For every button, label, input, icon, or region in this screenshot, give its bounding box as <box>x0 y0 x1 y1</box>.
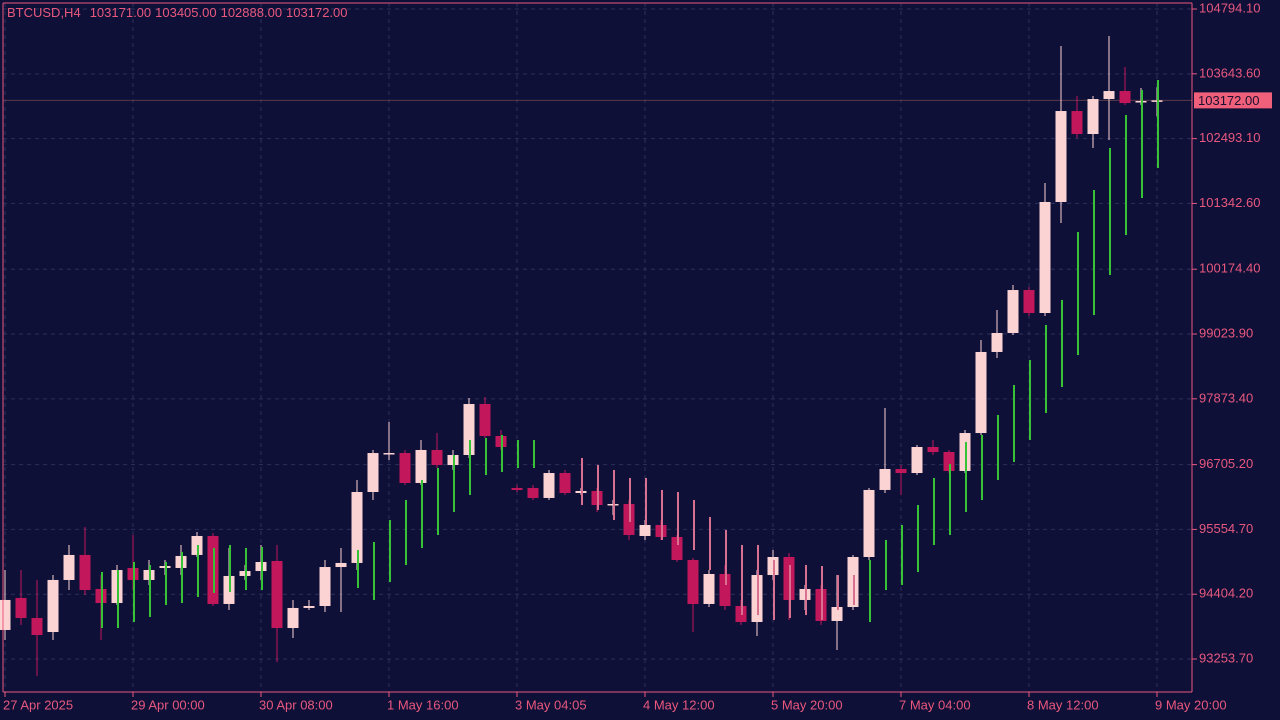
grid <box>3 3 1192 692</box>
candle-body <box>895 469 907 474</box>
candle-body <box>367 453 379 492</box>
candle-body <box>0 599 11 630</box>
y-tick-label: 95554.70 <box>1199 521 1253 536</box>
candle-body <box>543 473 555 498</box>
candle-body <box>1119 91 1131 104</box>
candle-body <box>479 404 491 437</box>
x-tick-label: 1 May 16:00 <box>387 697 459 712</box>
candle-body <box>1007 290 1019 333</box>
current-price-box <box>1194 92 1272 109</box>
candle-body <box>399 453 411 483</box>
candle-body <box>943 452 955 471</box>
y-tick-label: 101342.60 <box>1199 195 1260 210</box>
header-value: 103171.00 <box>90 5 151 20</box>
y-tick-label: 99023.90 <box>1199 325 1253 340</box>
y-tick-label: 104794.10 <box>1199 0 1260 15</box>
candle-body <box>863 489 875 557</box>
candle-body <box>511 487 523 490</box>
candle-body <box>671 536 683 560</box>
candle-body <box>463 404 475 455</box>
y-tick-label: 96705.20 <box>1199 456 1253 471</box>
candle-body <box>991 332 1003 352</box>
header-value: 103405.00 <box>155 5 216 20</box>
candle-body <box>319 567 331 606</box>
candle-body <box>911 446 923 474</box>
candle-body <box>559 473 571 494</box>
candle-body <box>271 560 283 629</box>
x-tick-label: 8 May 12:00 <box>1027 697 1099 712</box>
candle-body <box>63 554 75 580</box>
x-tick-label: 5 May 20:00 <box>771 697 843 712</box>
y-tick-label: 97873.40 <box>1199 390 1253 405</box>
candle-body <box>335 562 347 568</box>
candle-body <box>1087 99 1099 135</box>
y-tick-label: 100174.40 <box>1199 261 1260 276</box>
candle-body <box>31 617 43 636</box>
header-value: 102888.00 <box>221 5 282 20</box>
candle-body <box>15 597 27 618</box>
candle-body <box>287 607 299 629</box>
candle-body <box>47 579 59 633</box>
candle-body <box>687 559 699 604</box>
candle-body <box>1071 111 1083 135</box>
candle-body <box>879 469 891 490</box>
x-tick-label: 3 May 04:05 <box>515 697 587 712</box>
candle-body <box>303 605 315 608</box>
header-value: 103172.00 <box>286 5 347 20</box>
candle-body <box>1055 111 1067 202</box>
candle-body <box>383 453 395 455</box>
x-tick-label: 9 May 20:00 <box>1155 697 1227 712</box>
current-price-label: 103172.00 <box>1198 93 1259 108</box>
candle-body <box>79 554 91 590</box>
candle-body <box>1039 201 1051 314</box>
candle-body <box>351 491 363 563</box>
marks <box>0 36 1163 677</box>
x-tick-label: 4 May 12:00 <box>643 697 715 712</box>
candle-body <box>831 607 843 621</box>
candle-body <box>719 574 731 606</box>
y-tick-label: 93253.70 <box>1199 650 1253 665</box>
candle-body <box>1103 91 1115 100</box>
x-tick-label: 30 Apr 08:00 <box>259 697 333 712</box>
y-tick-label: 102493.10 <box>1199 130 1260 145</box>
header: BTCUSD,H4 103171.00 103405.00 102888.00 1031… <box>7 5 348 20</box>
candle-body <box>975 351 987 434</box>
candle-body <box>927 446 939 453</box>
candle-body <box>527 487 539 498</box>
x-tick-label: 27 Apr 2025 <box>3 697 73 712</box>
candle-body <box>1023 290 1035 314</box>
candle-body <box>639 525 651 536</box>
candle-body <box>431 449 443 466</box>
x-tick-label: 7 May 04:00 <box>899 697 971 712</box>
x-tick-label: 29 Apr 00:00 <box>131 697 205 712</box>
candle-body <box>415 449 427 483</box>
y-tick-label: 103643.60 <box>1199 65 1260 80</box>
y-tick-label: 94404.20 <box>1199 586 1253 601</box>
symbol: BTCUSD,H4 <box>7 5 81 20</box>
candle-body <box>703 574 715 604</box>
